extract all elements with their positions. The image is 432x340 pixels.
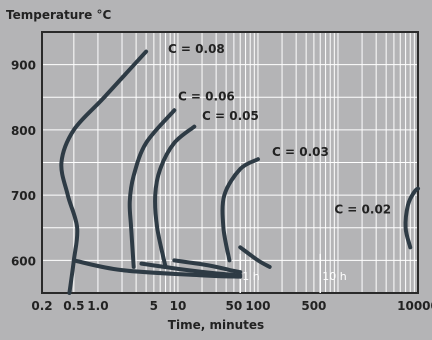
series-label: C = 0.08 bbox=[168, 42, 225, 56]
series-curve bbox=[403, 186, 420, 250]
series-label: C = 0.05 bbox=[202, 109, 259, 123]
y-tick-label: 600 bbox=[11, 254, 36, 268]
x-tick-label: 50 bbox=[226, 299, 243, 313]
x-tick-label: 0.5 bbox=[63, 299, 84, 313]
y-tick-label: 800 bbox=[11, 124, 36, 138]
series-curve-tail bbox=[139, 261, 243, 278]
y-axis-title: Temperature °C bbox=[6, 8, 112, 22]
series-curve bbox=[220, 157, 260, 263]
time-marker-label: 1 h bbox=[242, 270, 259, 283]
series-curve-tail bbox=[172, 258, 243, 275]
x-tick-label: 0.2 bbox=[31, 299, 52, 313]
x-axis-title: Time, minutes bbox=[167, 318, 265, 332]
series-curve bbox=[59, 49, 149, 295]
series-curve bbox=[153, 124, 197, 269]
series-curve-tail bbox=[71, 258, 243, 279]
x-tick-label: 5 bbox=[150, 299, 158, 313]
y-tick-label: 900 bbox=[11, 59, 36, 73]
x-tick-label: 500 bbox=[301, 299, 326, 313]
series-label: C = 0.03 bbox=[272, 145, 329, 159]
x-tick-label: 100 bbox=[245, 299, 270, 313]
series-label: C = 0.02 bbox=[334, 202, 391, 216]
plot-frame bbox=[41, 31, 419, 294]
time-marker-label: 10 h bbox=[322, 270, 346, 283]
x-tick-label: 10 bbox=[170, 299, 187, 313]
series-label: C = 0.06 bbox=[178, 90, 235, 104]
series-curve-tail bbox=[238, 245, 272, 269]
x-tick-label: 1.0 bbox=[87, 299, 108, 313]
y-tick-label: 700 bbox=[11, 189, 36, 203]
series-curve bbox=[127, 108, 177, 269]
x-tick-label: 10000 bbox=[397, 299, 432, 313]
